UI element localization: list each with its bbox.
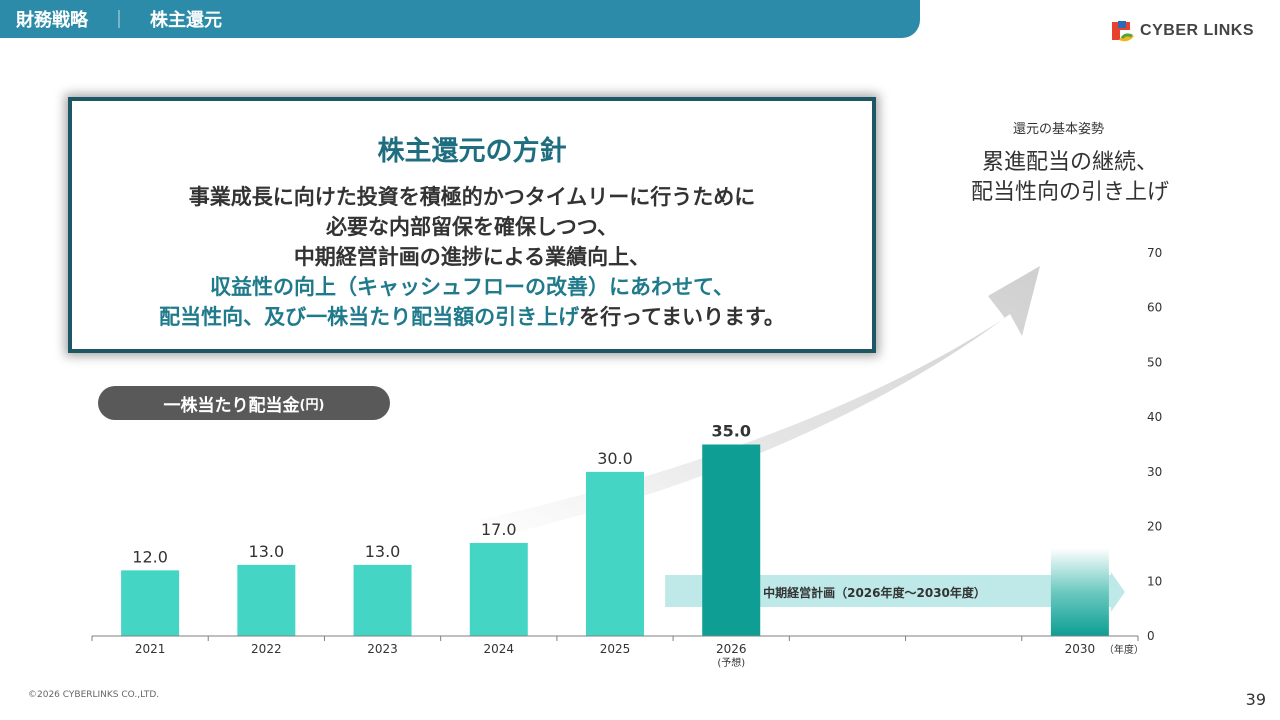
stance-label: 還元の基本姿勢 bbox=[1013, 122, 1105, 137]
page-title: 株主還元 bbox=[150, 10, 222, 31]
header-bar: 財務戦略 ｜ 株主還元 bbox=[0, 0, 920, 38]
stance-line: 配当性向の引き上げ bbox=[970, 180, 1169, 205]
policy-line-highlight: 収益性の向上（キャッシュフローの改善）にあわせて、 bbox=[210, 275, 734, 299]
page-number: 39 bbox=[1245, 690, 1266, 709]
bar-2026 bbox=[702, 444, 761, 636]
pill-label: 一株当たり配当金 bbox=[163, 395, 300, 416]
policy-box: 株主還元の方針 事業成長に向けた投資を積極的かつタイムリーに行うために 必要な内… bbox=[68, 97, 876, 353]
bar-value-label: 17.0 bbox=[481, 520, 517, 539]
bar-2023 bbox=[353, 564, 412, 636]
x-tick-label: 2026 bbox=[716, 642, 747, 656]
x-tick-label: 2023 bbox=[367, 642, 398, 656]
x-tick-label: 2030 bbox=[1065, 642, 1096, 656]
breadcrumb-separator: ｜ bbox=[110, 10, 128, 31]
y-tick-label: 0 bbox=[1147, 629, 1155, 643]
x-tick-label: 2022 bbox=[251, 642, 282, 656]
plan-period-arrow bbox=[665, 572, 1125, 612]
section-title: 財務戦略 bbox=[16, 10, 88, 31]
y-tick-label: 30 bbox=[1147, 465, 1162, 479]
bar-value-label: 13.0 bbox=[365, 542, 401, 561]
policy-line: 必要な内部留保を確保しつつ、 bbox=[326, 215, 618, 239]
policy-line: 中期経営計画の進捗による業績向上、 bbox=[293, 245, 651, 269]
policy-title: 株主還元の方針 bbox=[377, 136, 567, 167]
trend-arrow-icon bbox=[480, 266, 1040, 540]
copyright: ©2026 CYBERLINKS CO.,LTD. bbox=[28, 690, 160, 700]
bar-value-label: 13.0 bbox=[249, 542, 285, 561]
bar-2024 bbox=[469, 542, 528, 636]
policy-last-highlight: 配当性向、及び一株当たり配当額の引き上げ bbox=[159, 305, 580, 329]
x-tick-label: 2025 bbox=[600, 642, 631, 656]
bar-value-label: 12.0 bbox=[132, 547, 168, 566]
logo-text: CYBER LINKS bbox=[1140, 22, 1254, 39]
plan-period-label: 中期経営計画（2026年度～2030年度） bbox=[763, 585, 986, 600]
y-tick-label: 10 bbox=[1147, 574, 1162, 588]
y-tick-label: 70 bbox=[1147, 246, 1162, 260]
stance-line: 累進配当の継続、 bbox=[981, 150, 1158, 175]
policy-line-last: 配当性向、及び一株当たり配当額の引き上げを行ってまいります。 bbox=[72, 302, 872, 332]
y-tick-label: 40 bbox=[1147, 410, 1162, 424]
y-tick-label: 20 bbox=[1147, 520, 1162, 534]
bar-value-label: 30.0 bbox=[597, 449, 633, 468]
year-unit-label: （年度） bbox=[1104, 643, 1144, 656]
cyberlinks-logo-icon bbox=[1112, 21, 1135, 42]
policy-last-rest: を行ってまいります。 bbox=[579, 305, 785, 329]
x-tick-label: 2021 bbox=[135, 642, 166, 656]
pill-unit: (円) bbox=[299, 397, 325, 413]
y-tick-label: 60 bbox=[1147, 301, 1162, 315]
policy-text: 事業成長に向けた投資を積極的かつタイムリーに行うために 必要な内部留保を確保しつ… bbox=[72, 182, 872, 332]
bar-value-label: 35.0 bbox=[711, 422, 750, 441]
x-tick-label: 2024 bbox=[484, 642, 515, 656]
bar-2025 bbox=[586, 471, 644, 636]
target-bar-2030 bbox=[1050, 548, 1109, 636]
x-tick-sublabel: (予想) bbox=[717, 656, 745, 669]
chart-title-pill: 一株当たり配当金 (円) bbox=[98, 386, 390, 420]
bar-2021 bbox=[121, 570, 180, 636]
bar-2022 bbox=[237, 564, 296, 636]
stance-text: 累進配当の継続、 配当性向の引き上げ bbox=[950, 148, 1190, 208]
company-logo: CYBER LINKS bbox=[1108, 18, 1254, 44]
policy-line: 事業成長に向けた投資を積極的かつタイムリーに行うために bbox=[188, 185, 756, 209]
y-tick-label: 50 bbox=[1147, 355, 1162, 369]
